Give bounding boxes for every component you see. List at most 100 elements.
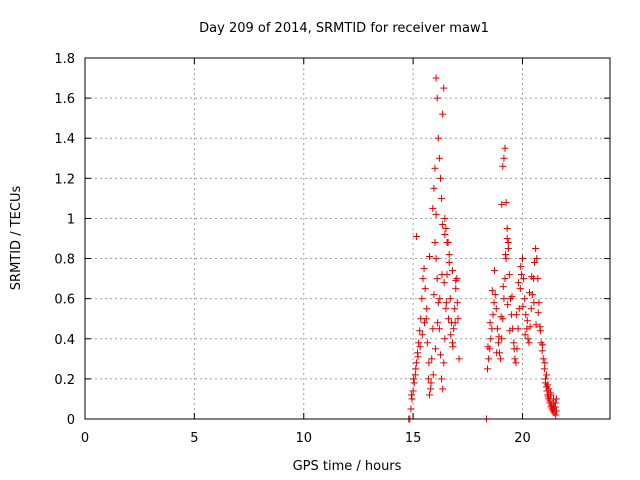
data-point [436, 174, 444, 182]
data-point [410, 375, 418, 383]
data-point [412, 232, 420, 240]
data-point [412, 365, 420, 373]
data-point [497, 313, 505, 321]
data-point [501, 251, 509, 259]
data-point [536, 327, 544, 335]
data-point [489, 311, 497, 319]
data-point [433, 94, 441, 102]
data-point [440, 359, 448, 367]
data-point [515, 305, 523, 313]
y-tick-label: 1.6 [54, 92, 75, 107]
data-point [519, 303, 527, 311]
data-point [435, 325, 443, 333]
data-point [430, 184, 438, 192]
data-point [440, 279, 448, 287]
data-point [503, 224, 511, 232]
data-point [434, 299, 442, 307]
data-point [504, 245, 512, 253]
data-point [540, 365, 548, 373]
data-point [410, 379, 418, 387]
data-point [440, 84, 448, 92]
data-point [429, 371, 437, 379]
data-point [528, 273, 536, 281]
data-point [445, 259, 453, 267]
data-point [421, 319, 428, 327]
data-point [451, 319, 459, 327]
data-point [449, 343, 457, 351]
data-point [552, 411, 560, 419]
data-point [525, 339, 533, 347]
data-point [526, 323, 534, 331]
y-tick-label: 0.8 [54, 253, 75, 268]
data-point [510, 345, 518, 353]
data-point [452, 285, 460, 293]
data-point [422, 315, 430, 323]
data-point [451, 305, 459, 313]
data-point [416, 327, 424, 335]
data-point [493, 349, 501, 357]
data-point [545, 385, 553, 393]
data-point [454, 315, 462, 323]
data-point [445, 251, 453, 259]
y-tick-labels: 0 0.2 0.4 0.6 0.8 1 1.2 1.4 1.6 1.8 [54, 52, 75, 428]
data-point [488, 287, 496, 295]
data-point [505, 271, 513, 279]
data-point [551, 403, 559, 411]
data-point [499, 283, 507, 291]
data-point [432, 255, 440, 263]
data-point [487, 335, 495, 343]
data-point [532, 245, 540, 253]
data-point [504, 239, 512, 247]
data-point [512, 359, 520, 367]
data-point [490, 299, 498, 307]
data-point [432, 210, 440, 218]
y-tick-label: 0.6 [54, 293, 75, 308]
data-point [429, 204, 437, 212]
data-point [493, 325, 501, 333]
data-point [484, 365, 491, 373]
data-point [412, 359, 420, 367]
data-point [441, 214, 449, 222]
data-point [526, 289, 533, 297]
plot-frame [84, 57, 611, 420]
data-point [416, 343, 424, 351]
data-point [415, 339, 423, 347]
data-point [432, 74, 440, 82]
data-point [520, 275, 528, 283]
data-point [511, 355, 519, 363]
data-point [439, 385, 447, 393]
data-point [494, 339, 502, 347]
data-point [455, 355, 463, 363]
data-point [429, 325, 437, 333]
data-point [425, 359, 433, 367]
y-tick-label: 1 [67, 212, 75, 227]
data-point [521, 295, 529, 303]
data-point [447, 331, 455, 339]
data-point [414, 353, 422, 361]
data-point [452, 277, 460, 285]
data-point [534, 309, 542, 317]
data-point [517, 271, 525, 279]
data-point [439, 110, 447, 118]
data-point [533, 255, 541, 263]
data-point [530, 299, 538, 307]
data-point [502, 198, 510, 206]
data-point [424, 375, 432, 383]
data-point [497, 355, 505, 363]
y-axis-label: SRMTID / TECUs [9, 186, 24, 291]
data-point [438, 375, 446, 383]
data-point [552, 407, 560, 415]
data-point [544, 381, 552, 389]
x-tick-label: 20 [514, 431, 531, 446]
x-axis-label: GPS time / hours [293, 459, 402, 474]
data-point [408, 395, 416, 403]
data-point [547, 389, 554, 397]
data-point [407, 405, 415, 413]
data-point [500, 295, 508, 303]
data-point [506, 327, 514, 335]
data-point [423, 339, 431, 347]
data-point [418, 331, 426, 339]
data-point [534, 275, 542, 283]
y-tick-label: 0.4 [54, 333, 75, 348]
